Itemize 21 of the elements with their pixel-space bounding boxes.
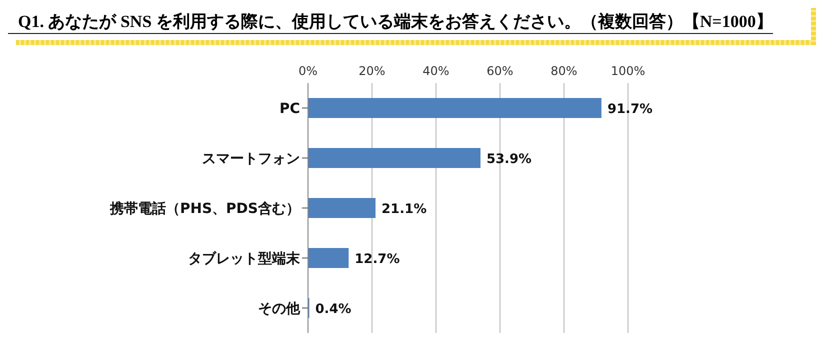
bar	[308, 98, 602, 118]
x-tick-label: 0%	[298, 64, 318, 78]
y-tick-label: 携帯電話（PHS、PDS含む）	[108, 200, 300, 217]
data-label: 21.1%	[382, 202, 427, 217]
x-tick-label: 60%	[486, 64, 514, 78]
x-tick-label: 100%	[610, 64, 646, 78]
chart-title: Q1. あなたが SNS を利用する際に、使用している端末をお答えください。（複数回答）【N=1000】	[8, 8, 773, 34]
y-tick-label: スマートフォン	[202, 150, 300, 167]
y-tick-label: その他	[258, 300, 301, 317]
y-tick-label: PC	[279, 100, 300, 117]
data-label: 53.9%	[486, 152, 532, 167]
data-label: 0.4%	[315, 302, 352, 317]
bar	[308, 198, 376, 218]
x-tick-label: 40%	[422, 64, 450, 78]
data-label: 12.7%	[354, 252, 400, 267]
x-tick-label: 80%	[550, 64, 578, 78]
bar	[308, 148, 480, 168]
x-tick-label: 20%	[358, 64, 386, 78]
data-label: 91.7%	[607, 102, 653, 117]
y-tick-label: タブレット型端末	[188, 250, 301, 267]
bar	[308, 248, 349, 268]
